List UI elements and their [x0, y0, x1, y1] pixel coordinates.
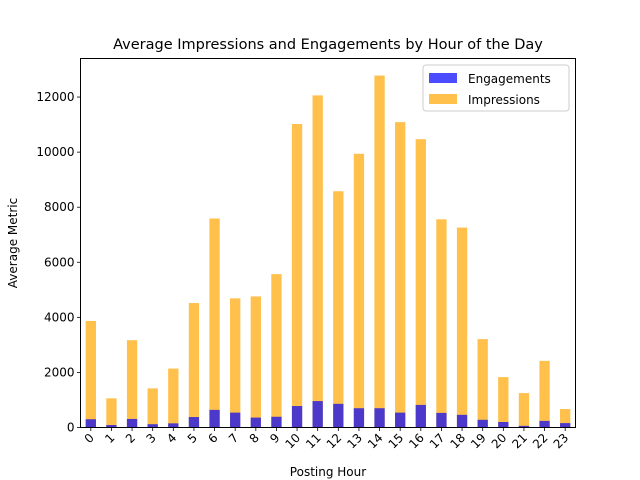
- engagements-bar-14: [374, 408, 385, 428]
- engagements-bar-9: [271, 416, 282, 428]
- impressions-bar-22: [539, 360, 550, 428]
- impressions-bar-3: [147, 388, 158, 428]
- x-tick-label-1: 1: [102, 431, 117, 446]
- engagements-bar-0: [85, 419, 96, 428]
- x-tick-label-3: 3: [144, 431, 159, 446]
- x-tick-label-14: 14: [365, 431, 386, 452]
- engagements-bar-12: [333, 403, 344, 428]
- y-tick-label-12000: 12000: [36, 90, 74, 104]
- x-tick-label-15: 15: [386, 431, 407, 452]
- x-axis-label: Posting Hour: [290, 465, 366, 479]
- engagements-bar-19: [477, 419, 488, 428]
- engagements-bar-21: [518, 425, 530, 428]
- engagements-bar-15: [395, 412, 406, 428]
- x-tick-label-12: 12: [324, 431, 345, 452]
- impressions-bar-13: [353, 153, 365, 428]
- impressions-bar-23: [560, 409, 571, 428]
- y-axis: 0 2000 4000 6000 8000 10000 12000: [36, 90, 81, 435]
- legend-box: [422, 64, 570, 112]
- x-tick-label-2: 2: [123, 431, 138, 446]
- x-tick-label-7: 7: [226, 431, 241, 446]
- engagements-bar-8: [250, 417, 261, 428]
- x-tick-label-5: 5: [185, 431, 200, 446]
- y-tick-label-6000: 6000: [44, 255, 75, 269]
- impressions-bar-11: [312, 95, 323, 428]
- impressions-bar-16: [415, 139, 426, 428]
- impressions-bar-8: [250, 296, 261, 428]
- x-tick-label-20: 20: [489, 431, 510, 452]
- y-tick-label-4000: 4000: [44, 310, 75, 324]
- x-tick-label-22: 22: [530, 431, 551, 452]
- engagements-bar-13: [353, 408, 365, 428]
- impressions-bar-7: [230, 298, 241, 428]
- engagements-bar-2: [126, 418, 138, 428]
- impressions-bar-17: [436, 219, 447, 428]
- engagements-bar-22: [539, 420, 550, 428]
- impressions-bar-19: [477, 339, 488, 428]
- y-axis-label: Average Metric: [6, 198, 20, 288]
- impressions-bar-0: [85, 320, 96, 428]
- impressions-bar-6: [209, 218, 220, 428]
- x-tick-label-19: 19: [468, 431, 489, 452]
- x-tick-label-21: 21: [509, 431, 530, 452]
- impressions-bar-18: [456, 227, 468, 428]
- y-tick-label-0: 0: [67, 421, 75, 435]
- legend: Engagements Impressions: [422, 64, 570, 112]
- impressions-bar-1: [106, 398, 117, 428]
- impressions-bar-10: [291, 124, 303, 428]
- impressions-bar-21: [518, 393, 530, 428]
- impressions-bar-5: [188, 303, 200, 428]
- engagements-bar-16: [415, 404, 426, 428]
- engagements-bar-3: [147, 424, 158, 428]
- x-tick-label-13: 13: [344, 431, 365, 452]
- x-tick-label-0: 0: [82, 431, 97, 446]
- engagements-legend-swatch: [429, 73, 457, 83]
- engagements-bar-10: [291, 406, 303, 428]
- engagements-bar-7: [230, 412, 241, 428]
- impressions-legend-swatch: [429, 94, 457, 104]
- engagements-bar-6: [209, 409, 220, 428]
- engagements-bar-4: [168, 423, 179, 428]
- engagements-bar-17: [436, 412, 447, 428]
- x-tick-label-4: 4: [164, 431, 179, 446]
- x-tick-label-8: 8: [247, 431, 262, 446]
- impressions-bar-14: [374, 75, 385, 428]
- x-tick-label-11: 11: [303, 431, 324, 452]
- chart-title: Average Impressions and Engagements by H…: [113, 37, 543, 53]
- x-tick-label-10: 10: [282, 431, 303, 452]
- y-tick-label-10000: 10000: [36, 145, 74, 159]
- y-tick-label-8000: 8000: [44, 200, 75, 214]
- impressions-bar-2: [126, 340, 138, 428]
- x-tick-label-9: 9: [267, 431, 282, 446]
- x-tick-label-16: 16: [406, 431, 427, 452]
- bars: [85, 75, 571, 428]
- x-tick-label-17: 17: [427, 431, 448, 452]
- impressions-bar-4: [168, 368, 179, 428]
- engagements-bar-1: [106, 425, 117, 428]
- impressions-legend-label: Impressions: [468, 93, 540, 107]
- engagements-bar-5: [188, 417, 200, 428]
- x-axis: 0 1 2 3 4 5 6 7 8 9 10 11 12 13 14 15 16 17 18 19 20 21 22 23: [82, 427, 572, 452]
- x-tick-label-6: 6: [205, 431, 220, 446]
- x-tick-label-18: 18: [447, 431, 468, 452]
- y-tick-label-2000: 2000: [44, 365, 75, 379]
- impressions-bar-9: [271, 274, 282, 428]
- engagements-legend-label: Engagements: [468, 72, 551, 86]
- impressions-bar-12: [333, 191, 344, 428]
- impressions-bar-15: [395, 122, 406, 428]
- engagements-bar-11: [312, 401, 323, 428]
- impressions-bar-20: [498, 377, 509, 428]
- x-tick-label-23: 23: [551, 431, 572, 452]
- engagements-bar-23: [560, 423, 571, 428]
- engagements-bar-18: [456, 414, 468, 428]
- engagements-bar-20: [498, 421, 509, 428]
- plot-frame: [80, 58, 576, 428]
